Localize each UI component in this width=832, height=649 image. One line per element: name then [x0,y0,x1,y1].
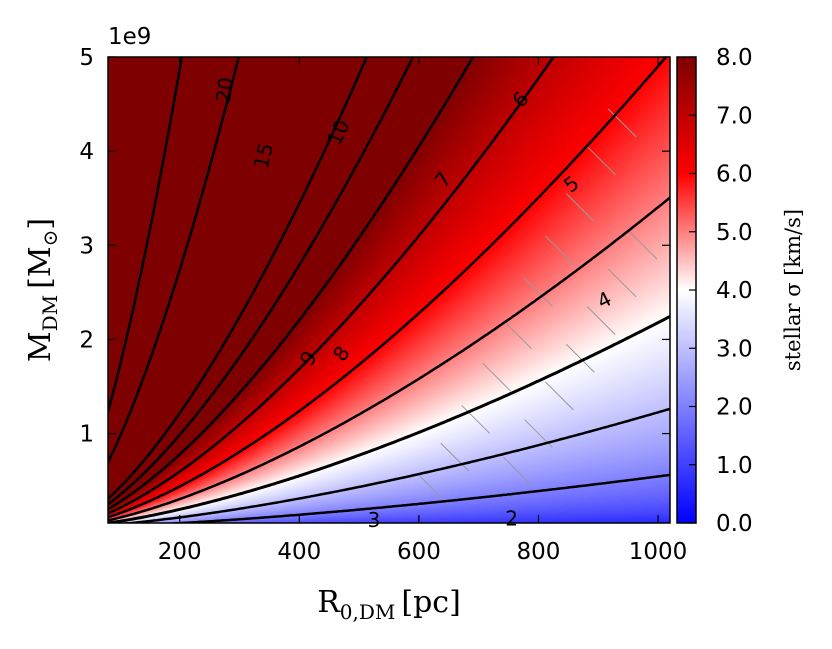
contour-line-8 [108,57,475,511]
colorbar-ticks: 0.0 1.0 2.0 3.0 4.0 5.0 6.0 7.0 8.0 [689,45,753,537]
contour-lines [108,57,670,523]
x-tick-label: 200 [158,539,202,565]
colorbar-tick-label: 0.0 [716,511,753,537]
colorbar-tick-label: 6.0 [716,162,753,188]
contour-line-6 [108,57,668,519]
hatch-stroke [545,235,574,265]
hatch-stroke [461,405,491,434]
contour-line-3 [117,407,670,523]
hatch-region [419,108,658,505]
contour-line-5 [108,196,670,522]
colorbar-tick-label: 4.0 [716,278,753,304]
y-offset-text: 1e9 [108,24,151,50]
colorbar-tick-label: 8.0 [716,45,753,71]
x-axis-label-main: R [317,585,341,620]
colorbar-tick-label: 1.0 [716,453,753,479]
colorbar-tick-label: 5.0 [716,220,753,246]
contour-line-4 [108,315,670,523]
hatch-stroke [628,230,658,260]
y-tick-label: 5 [79,45,94,71]
hatch-stroke [419,475,449,505]
contour-label-20: 20 [211,76,238,105]
hatch-stroke [545,381,574,411]
hatch-stroke [503,320,532,350]
y-tick-label: 2 [79,327,94,353]
contour-line-15 [108,57,240,463]
y-axis-label: MDM [M⊙] [23,218,62,362]
y-tick-label: 1 [79,422,94,448]
hatch-stroke [440,442,470,472]
hatch-stroke [586,146,616,175]
contour-line-20 [108,57,184,413]
hatch-stroke [503,456,532,486]
colorbar-tick-label: 2.0 [716,395,753,421]
contour-line-7 [108,57,555,515]
x-tick-label: 800 [517,539,561,565]
x-tick-label: 1000 [629,539,688,565]
contour-label-2: 2 [505,506,518,530]
hatch-stroke [565,193,595,222]
hatch-stroke [565,343,595,373]
colorbar-label: stellar σ [km/s] [781,209,805,371]
colorbar-tick-label: 7.0 [716,103,753,129]
contour-label-3: 3 [368,508,381,532]
y-tick-label: 4 [79,139,94,165]
y-axis-label-main: M [23,331,58,362]
y-tick-label: 3 [79,233,94,259]
hatch-stroke [586,306,616,335]
heatmap-image [108,57,670,523]
y-axis-ticks: 1 2 3 4 5 [79,45,670,448]
x-axis-label-sub: 0,DM [340,600,396,624]
y-axis-label-unit: [M [23,246,58,288]
y-axis-label-unit-sub: ⊙ [38,230,62,247]
colorbar-tick-label: 3.0 [716,336,753,362]
x-axis-label-unit: [pc] [401,585,460,620]
x-tick-label: 400 [277,539,321,565]
x-tick-label: 600 [397,539,441,565]
hatch-stroke [607,108,637,138]
contour-line-2 [158,473,670,523]
contour-label-15: 15 [249,141,278,171]
x-axis-label: R0,DM [pc] [317,585,461,624]
hatch-stroke [607,268,637,298]
contour-line-9 [108,57,415,506]
y-axis-label-sub: DM [38,295,62,332]
plot-frame [107,56,671,524]
hatch-stroke [482,362,511,392]
y-axis-label-unit-close: ] [23,218,58,230]
contour-line-10 [108,57,369,500]
hatch-stroke [524,277,553,307]
x-axis-ticks: 200 400 600 800 1000 [158,57,688,565]
